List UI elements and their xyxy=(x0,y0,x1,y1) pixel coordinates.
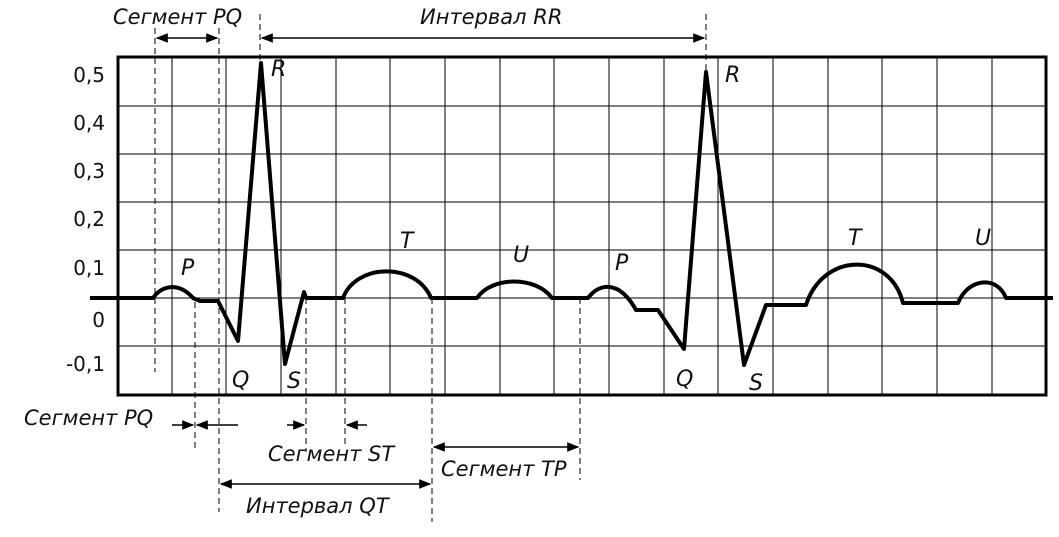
wave-label-s: S xyxy=(287,369,301,394)
segment-st-label: Сегмент ST xyxy=(268,442,396,466)
guide-lines xyxy=(154,14,707,522)
wave-label-q: Q xyxy=(676,367,693,392)
y-tick-label: 0,3 xyxy=(73,159,105,183)
segment-labels: Сегмент PQ Интервал RR Сегмент PQ Сегмен… xyxy=(24,5,567,518)
y-tick-label: 0 xyxy=(92,308,105,332)
segment-pq-bottom-label: Сегмент PQ xyxy=(24,406,153,430)
y-tick-label: 0,2 xyxy=(73,207,105,231)
wave-label-s: S xyxy=(749,371,763,396)
wave-label-q: Q xyxy=(232,368,249,393)
y-tick-label: -0,1 xyxy=(66,352,105,376)
y-tick-label: 0,1 xyxy=(73,256,105,280)
wave-label-u: U xyxy=(975,226,991,251)
y-axis: 0,5 0,4 0,3 0,2 0,1 0 -0,1 xyxy=(66,63,105,376)
segment-pq-top-label: Сегмент PQ xyxy=(113,5,242,29)
wave-label-t: T xyxy=(848,226,863,251)
interval-qt-label: Интервал QT xyxy=(246,494,391,518)
y-tick-label: 0,4 xyxy=(73,111,105,135)
interval-rr-label: Интервал RR xyxy=(420,5,562,29)
wave-label-t: T xyxy=(400,229,415,254)
wave-label-p: P xyxy=(181,256,195,281)
wave-label-r: R xyxy=(271,57,286,82)
wave-label-r: R xyxy=(725,63,740,88)
plot-frame xyxy=(116,55,1048,397)
segment-arrows xyxy=(155,33,706,489)
wave-labels: P Q R S T U P Q R S T U xyxy=(181,57,991,396)
wave-label-u: U xyxy=(513,243,529,268)
y-tick-label: 0,5 xyxy=(73,63,105,87)
wave-label-p: P xyxy=(615,251,629,276)
segment-tp-label: Сегмент TP xyxy=(441,457,567,481)
ecg-trace xyxy=(90,61,1053,367)
